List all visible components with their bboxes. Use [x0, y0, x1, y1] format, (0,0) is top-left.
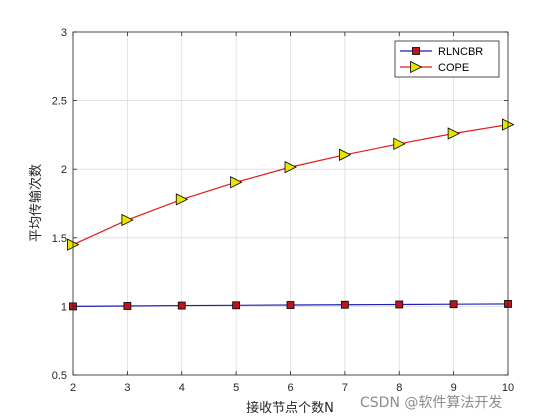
- y-tick-label: 1.5: [52, 233, 67, 245]
- data-point-rlncbr: [232, 301, 241, 310]
- data-point-rlncbr: [395, 300, 404, 309]
- data-point-rlncbr: [123, 302, 132, 310]
- data-point-rlncbr: [449, 300, 458, 309]
- ticks: 2 3 4 5 6 7 8 9 10 0.5 1 1.5 2 2.5 3: [52, 27, 514, 394]
- data-point-cope: [230, 176, 243, 189]
- x-tick-label: 3: [124, 382, 130, 394]
- data-point-cope: [284, 160, 297, 174]
- data-point-rlncbr: [177, 301, 186, 310]
- data-point-cope: [393, 137, 406, 150]
- x-tick-label: 9: [451, 382, 457, 394]
- y-tick-label: 2.5: [52, 96, 67, 108]
- x-tick-label: 7: [342, 382, 348, 394]
- y-tick-label: 0.5: [52, 370, 67, 382]
- watermark: CSDN @软件算法开发: [360, 395, 502, 411]
- data-point-cope: [175, 193, 189, 206]
- x-tick-label: 8: [396, 382, 402, 394]
- y-tick-label: 2: [61, 164, 67, 176]
- legend-marker-cope: [410, 60, 423, 74]
- legend: RLNCBR COPE: [394, 40, 500, 78]
- y-tick-label: 1: [61, 301, 67, 313]
- x-axis-label: 接收节点个数N: [246, 400, 334, 416]
- legend-label-cope: COPE: [438, 62, 469, 74]
- y-axis-label: 平均传输次数: [28, 164, 44, 242]
- x-tick-label: 10: [502, 382, 514, 394]
- data-point-cope: [121, 213, 134, 227]
- data-point-rlncbr: [340, 300, 349, 309]
- x-tick-label: 4: [179, 382, 185, 394]
- legend-label-rlncbr: RLNCBR: [438, 46, 483, 58]
- legend-marker-rlncbr: [412, 47, 420, 55]
- data-point-rlncbr: [286, 301, 295, 309]
- y-tick-label: 3: [61, 27, 67, 39]
- data-point-cope: [338, 148, 352, 161]
- data-point-cope: [447, 127, 461, 140]
- x-tick-label: 5: [233, 382, 239, 394]
- x-tick-label: 6: [287, 382, 293, 394]
- x-tick-label: 2: [70, 382, 76, 394]
